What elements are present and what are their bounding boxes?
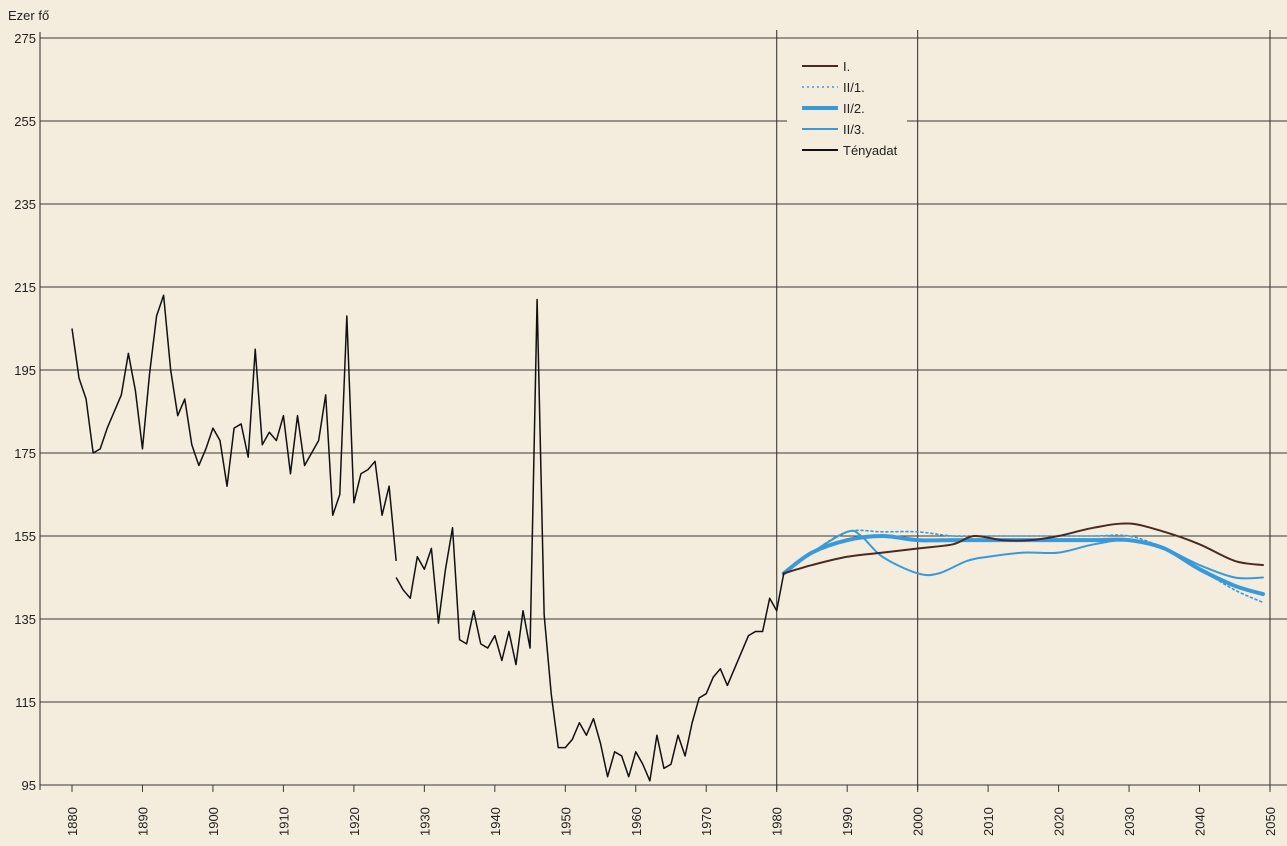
x-tick-label: 1920	[347, 807, 362, 836]
series-layer	[71, 294, 1265, 782]
y-tick-label: 275	[14, 31, 36, 46]
y-tick-label: 135	[14, 612, 36, 627]
series-line-i	[782, 522, 1264, 575]
legend-label: II/2.	[843, 101, 865, 116]
x-tick-label: 1960	[629, 807, 644, 836]
x-tick-label: 1890	[135, 807, 150, 836]
y-tick-label: 175	[14, 446, 36, 461]
legend-label: II/3.	[843, 122, 865, 137]
x-axis-ticks: 1880 1890 1900 1910 1920 1930 1940 1950 1960 1970…	[65, 785, 1278, 836]
x-tick-label: 1980	[770, 807, 785, 836]
legend-label: Tényadat	[843, 143, 898, 158]
x-tick-label: 1900	[206, 807, 221, 836]
series-line-t-nyadat-1	[71, 294, 397, 561]
x-tick-label: 2010	[981, 807, 996, 836]
x-tick-label: 1880	[65, 807, 80, 836]
legend-background	[787, 47, 907, 197]
y-tick-label: 155	[14, 529, 36, 544]
y-tick-label: 255	[14, 114, 36, 129]
legend: I. II/1. II/2. II/3. Tényadat	[787, 47, 907, 197]
y-tick-label: 235	[14, 197, 36, 212]
vertical-gridlines	[39, 30, 1271, 790]
x-tick-label: 2020	[1052, 807, 1067, 836]
y-axis-label: Ezer fő	[8, 8, 49, 23]
series-line-t-nyadat-2	[395, 298, 785, 782]
y-tick-label: 95	[22, 778, 36, 793]
horizontal-gridlines	[40, 37, 1287, 786]
y-tick-label: 115	[15, 695, 36, 710]
x-tick-label: 1910	[276, 807, 291, 836]
y-axis-ticks: 95 115 135 155 175 195 215 235 255 275	[14, 31, 36, 793]
legend-label: I.	[843, 59, 850, 74]
x-tick-label: 1950	[558, 807, 573, 836]
y-tick-label: 195	[14, 363, 36, 378]
x-tick-label: 2050	[1263, 807, 1278, 836]
legend-label: II/1.	[843, 80, 865, 95]
x-tick-label: 1940	[488, 807, 503, 836]
x-tick-label: 1930	[417, 807, 432, 836]
x-tick-label: 1990	[840, 807, 855, 836]
x-tick-label: 1970	[699, 807, 714, 836]
x-tick-label: 2040	[1193, 807, 1208, 836]
x-tick-label: 2030	[1122, 807, 1137, 836]
x-tick-label: 2000	[911, 807, 926, 836]
y-tick-label: 215	[14, 280, 36, 295]
